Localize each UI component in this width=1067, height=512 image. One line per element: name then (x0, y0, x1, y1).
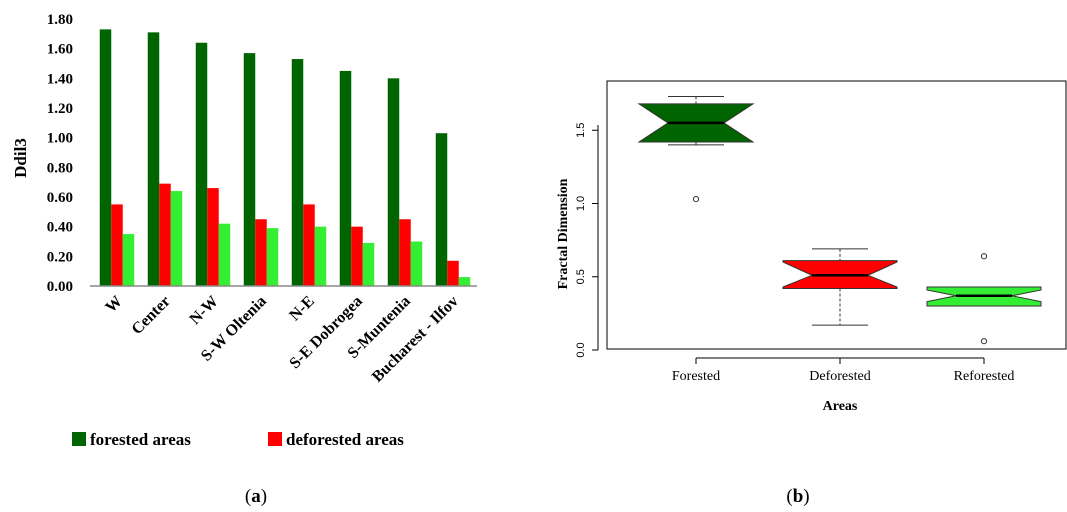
legend-label-forested: forested areas (90, 430, 191, 449)
b-x-axis-label: Areas (823, 399, 858, 414)
a-bar (303, 204, 315, 286)
a-bar (339, 70, 352, 287)
a-y-axis-label: Ddil3 (11, 138, 30, 178)
a-legend: forested areas deforested areas (72, 430, 404, 449)
a-bar (243, 53, 256, 286)
a-y-tick-label: 1.60 (47, 42, 73, 58)
b-x-tick-label: Deforested (809, 369, 870, 384)
a-bar (195, 42, 208, 286)
a-bar (207, 188, 219, 286)
a-x-tick-label: Center (129, 293, 174, 338)
a-bar (399, 219, 411, 286)
b-caption: (b) (786, 486, 809, 507)
b-y-tick-labels: 0.0 0.5 1.0 1.5 (575, 123, 598, 358)
a-y-tick-label: 1.00 (47, 131, 73, 147)
a-bar (351, 226, 363, 286)
a-bar (447, 260, 459, 286)
a-x-tick-label: Bucharest - Ilfov (369, 293, 462, 386)
legend-swatch-deforested (268, 432, 282, 446)
a-bar (122, 234, 135, 286)
a-bar (362, 242, 375, 286)
a-y-tick-label: 0.00 (47, 279, 73, 295)
panel-a-bar-chart: 0.00 0.20 0.40 0.60 0.80 1.00 1.20 1.40 1.60 1.80… (11, 12, 477, 507)
a-y-tick-label: 1.20 (47, 101, 73, 117)
b-y-tick-label: 0.5 (575, 269, 587, 284)
a-bar (435, 133, 448, 286)
b-outlier-point (980, 338, 988, 345)
a-x-tick-label: N-E (286, 293, 318, 325)
a-caption: (a) (245, 486, 267, 507)
a-bar (170, 191, 183, 286)
b-plot-frame (606, 80, 1067, 350)
a-bar (255, 219, 267, 286)
a-x-tick-label: W (102, 293, 125, 316)
a-y-tick-label: 0.40 (47, 220, 73, 236)
legend-label-deforested: deforested areas (286, 430, 404, 449)
a-bar (218, 223, 231, 286)
legend-swatch-forested (72, 432, 86, 446)
panel-b-box-plot: 0.0 0.5 1.0 1.5 Forested Deforested Reforeste… (556, 80, 1067, 507)
b-x-tick-label: Reforested (954, 369, 1015, 384)
a-y-tick-label: 1.80 (47, 12, 73, 28)
a-y-tick-label: 1.40 (47, 71, 73, 87)
a-bar (410, 241, 423, 286)
a-bar (458, 277, 471, 286)
b-boxes (637, 96, 1042, 345)
a-y-tick-label: 0.60 (47, 190, 73, 206)
a-bar (147, 32, 160, 286)
a-y-tick-labels: 0.00 0.20 0.40 0.60 0.80 1.00 1.20 1.40 1.60 1.80 (47, 12, 73, 295)
b-y-axis-label: Fractal Dimension (556, 178, 571, 289)
b-y-tick-label: 0.0 (575, 342, 587, 357)
b-outlier-point (980, 253, 988, 260)
a-x-tick-label: N-W (187, 293, 222, 328)
a-bar (266, 228, 279, 286)
a-x-tick-labels: W Center N-WS-W Oltenia N-ES-E DobrogeaS-Mu… (102, 293, 461, 386)
a-bar (159, 183, 171, 286)
a-bars (99, 29, 471, 287)
b-outlier-point (692, 196, 700, 203)
a-bar (314, 226, 327, 286)
a-bar (291, 59, 304, 286)
a-bar (111, 204, 123, 286)
b-x-tick-labels: Forested Deforested Reforested (672, 358, 1014, 384)
a-bar (387, 78, 400, 286)
b-x-tick-label: Forested (672, 369, 720, 384)
a-y-tick-label: 0.80 (47, 160, 73, 176)
a-bar (99, 29, 112, 287)
b-y-tick-label: 1.5 (575, 123, 587, 138)
b-y-tick-label: 1.0 (575, 196, 587, 211)
a-y-tick-label: 0.20 (47, 249, 73, 265)
